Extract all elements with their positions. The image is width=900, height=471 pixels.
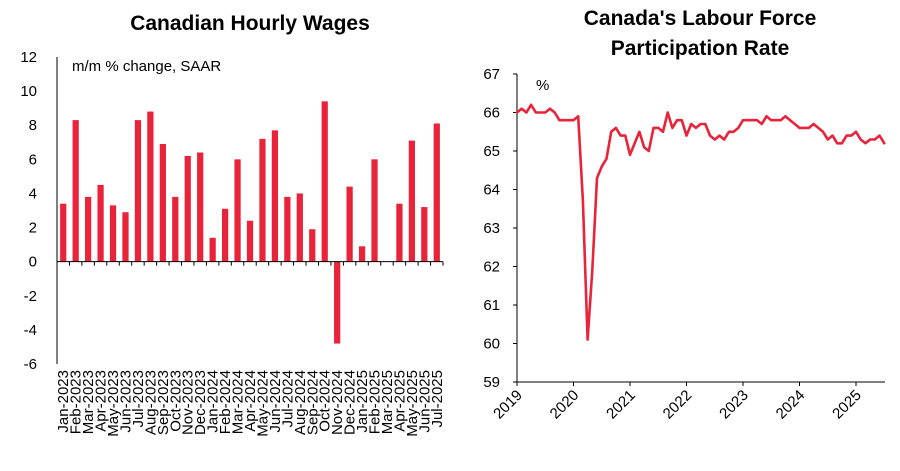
y-tick-label: 59 (483, 374, 500, 391)
y-tick-label: 10 (20, 83, 37, 100)
y-tick-label: 61 (483, 297, 500, 314)
bar (408, 140, 415, 262)
x-tick-label: Jul-2023 (130, 370, 147, 428)
x-tick-label: Oct-2023 (167, 370, 184, 432)
bar (246, 220, 254, 262)
x-tick-label: 2019 (490, 387, 526, 423)
x-tick-label: Sep-2023 (155, 370, 172, 435)
x-tick-label: Apr-2024 (242, 370, 259, 432)
bar (147, 111, 154, 262)
x-tick-label: Aug-2024 (292, 370, 309, 435)
y-tick-label: -4 (24, 322, 37, 339)
y-tick-label: 64 (483, 182, 500, 199)
x-tick-label: Jun-2025 (416, 370, 433, 433)
x-tick-label: Jun-2023 (117, 370, 134, 433)
bar (371, 159, 378, 262)
bar (197, 152, 204, 262)
x-tick-label: Jul-2025 (429, 370, 446, 428)
x-tick-label: May-2024 (254, 370, 271, 437)
bar (321, 101, 328, 262)
participation-title-line-1: Canada's Labour Force (583, 7, 817, 30)
bar (209, 237, 216, 262)
x-tick-label: Jan-2024 (205, 370, 222, 433)
wages-chart-panel: Canadian Hourly Wages -6 -4 -2 0 2 4 6 8 10 12 Jan… (20, 12, 446, 437)
bar (271, 130, 279, 262)
x-tick-label: May-2025 (404, 370, 421, 437)
participation-series-line (515, 103, 886, 341)
x-tick-label: Aug-2023 (142, 370, 159, 435)
x-tick-label: 2021 (603, 387, 639, 423)
x-tick-label: Mar-2025 (379, 370, 396, 434)
participation-title-line-2: Participation Rate (610, 37, 790, 60)
x-tick-label: Nov-2024 (329, 370, 346, 435)
participation-line-chart: 59 60 61 62 63 64 65 66 67 2019 2020 2021 2022 2023 20… (483, 66, 886, 423)
participation-chart-title: Canada's Labour Force Participation Rate (510, 4, 890, 64)
x-tick-label: Oct-2024 (317, 370, 334, 432)
unit-label: % (536, 77, 549, 94)
bar (296, 193, 303, 262)
bar (72, 120, 79, 262)
bar (221, 208, 229, 262)
bar (184, 155, 191, 262)
x-tick-label: Nov-2023 (180, 370, 197, 435)
bar (334, 261, 341, 344)
y-tick-label: 62 (483, 259, 500, 276)
x-tick-label: Feb-2024 (217, 370, 234, 434)
y-tick-label: 65 (483, 143, 500, 160)
bar (234, 159, 241, 262)
x-tick-label: Jan-2023 (55, 370, 72, 433)
y-tick-label: -6 (24, 356, 37, 373)
wages-bar-chart: -6-4-2024681012Jan-2023Feb-2023Mar-2023A… (20, 49, 446, 437)
x-tick-label: Mar-2024 (230, 370, 247, 434)
bar (358, 246, 366, 262)
bar (85, 196, 92, 262)
y-tick-label: 4 (29, 185, 37, 202)
y-tick-label: 0 (29, 254, 37, 271)
y-tick-label: 60 (483, 336, 500, 353)
bar (421, 207, 428, 262)
x-tick-label: 2025 (829, 387, 865, 423)
bar (159, 143, 166, 262)
x-tick-label: Sep-2024 (304, 370, 321, 435)
participation-chart-panel: Canada's Labour Force Participation Rate… (450, 0, 900, 471)
bar (109, 205, 117, 262)
x-tick-label: Dec-2024 (342, 370, 359, 435)
x-tick-label: Jan-2025 (354, 370, 371, 433)
x-tick-label: Jul-2024 (279, 370, 296, 428)
x-tick-label: Apr-2023 (93, 370, 110, 432)
bar (60, 203, 67, 262)
y-tick-label: 63 (483, 220, 500, 237)
x-tick-label: Dec-2023 (192, 370, 209, 435)
y-tick-label: -2 (24, 288, 37, 305)
y-tick-label: 12 (20, 49, 37, 66)
bar (284, 196, 291, 262)
bar (259, 138, 266, 262)
y-tick-label: 8 (29, 117, 37, 134)
bar (309, 229, 316, 262)
bar (122, 212, 129, 262)
bar (134, 120, 142, 262)
x-tick-label: Feb-2023 (68, 370, 85, 434)
y-tick-label: 67 (483, 66, 500, 83)
x-tick-label: Mar-2023 (80, 370, 97, 434)
x-tick-label: Feb-2025 (367, 370, 384, 434)
bar (346, 186, 353, 262)
x-tick-label: May-2023 (105, 370, 122, 437)
chart-annotation: m/m % change, SAAR (72, 58, 221, 75)
x-tick-label: 2022 (660, 387, 696, 423)
y-tick-label: 6 (29, 151, 37, 168)
wages-chart-title: Canadian Hourly Wages (130, 12, 370, 35)
bar (433, 123, 440, 262)
x-tick-label: Apr-2025 (391, 370, 408, 432)
x-tick-label: 2020 (547, 387, 583, 423)
x-tick-label: 2024 (773, 387, 809, 423)
bar (97, 184, 104, 262)
x-tick-label: 2023 (716, 387, 752, 423)
y-tick-label: 66 (483, 105, 500, 122)
bar (172, 196, 179, 262)
bar (396, 203, 403, 262)
y-tick-label: 2 (29, 220, 37, 237)
x-tick-label: Jun-2024 (267, 370, 284, 433)
